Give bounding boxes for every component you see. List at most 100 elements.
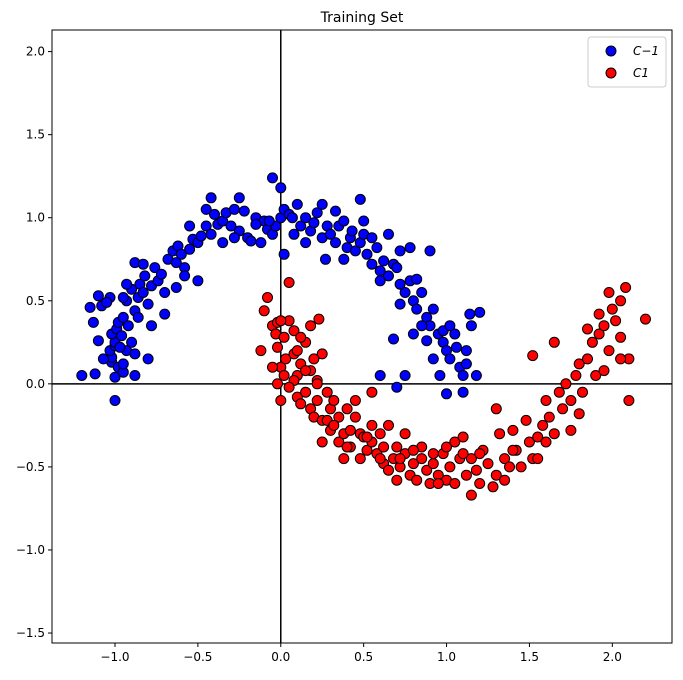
data-point — [474, 448, 486, 460]
data-point — [553, 386, 565, 398]
data-point — [474, 478, 486, 489]
data-point — [366, 258, 378, 270]
data-point — [399, 428, 411, 440]
chart-title: Training Set — [320, 10, 404, 26]
data-point — [598, 320, 610, 332]
data-point — [490, 403, 502, 415]
data-point — [295, 331, 307, 343]
data-point — [407, 444, 419, 456]
y-tick-label: 0.5 — [26, 294, 45, 308]
data-point — [451, 341, 462, 353]
data-point — [325, 228, 336, 240]
data-point — [623, 395, 635, 406]
data-point — [374, 275, 386, 287]
data-point — [217, 237, 229, 249]
data-point — [523, 436, 535, 448]
data-point — [548, 336, 560, 348]
data-point — [358, 215, 370, 227]
data-point — [582, 323, 593, 335]
data-point — [146, 320, 157, 332]
y-axis: −1.5 −1.0 −0.5 0.0 0.5 1.0 1.5 2.0 — [16, 45, 52, 640]
data-point — [159, 308, 171, 320]
data-point — [109, 395, 121, 406]
data-point — [308, 217, 320, 229]
data-point — [507, 444, 519, 456]
data-point — [313, 313, 325, 325]
data-point — [275, 315, 287, 327]
data-points — [76, 172, 651, 501]
data-point — [155, 268, 167, 280]
data-point — [457, 386, 469, 398]
data-point — [391, 262, 403, 274]
data-point — [394, 278, 406, 290]
data-point — [615, 331, 627, 343]
data-point — [457, 370, 469, 381]
data-point — [330, 205, 341, 217]
data-point — [92, 335, 104, 347]
data-point — [383, 464, 394, 476]
data-point — [278, 370, 290, 381]
data-point — [114, 341, 126, 353]
data-point — [142, 353, 154, 365]
data-point — [460, 358, 472, 370]
x-tick-label: −0.5 — [183, 650, 212, 664]
data-point — [288, 325, 300, 337]
data-point — [354, 453, 366, 465]
data-point — [255, 345, 267, 357]
data-point — [366, 386, 378, 398]
data-point — [291, 198, 303, 210]
data-point — [383, 270, 394, 282]
data-point — [349, 245, 361, 257]
data-point — [391, 474, 403, 486]
data-point — [444, 353, 456, 365]
data-point — [321, 386, 333, 398]
data-point — [209, 208, 220, 220]
data-point — [225, 220, 237, 232]
data-point — [374, 453, 386, 465]
data-point — [557, 403, 569, 415]
data-point — [288, 228, 300, 240]
data-point — [374, 428, 386, 440]
data-point — [338, 215, 350, 227]
data-point — [444, 320, 456, 332]
legend-label-c-minus-1: C−1 — [633, 44, 659, 58]
x-tick-label: −1.0 — [100, 650, 129, 664]
data-point — [175, 248, 187, 260]
data-point — [267, 172, 278, 184]
data-point — [195, 230, 207, 242]
data-point — [427, 303, 439, 315]
data-point — [228, 232, 240, 244]
data-point — [465, 489, 477, 501]
data-point — [416, 287, 428, 298]
data-point — [295, 220, 307, 232]
data-point — [76, 370, 88, 381]
data-point — [427, 353, 439, 365]
x-tick-label: 1.5 — [520, 650, 539, 664]
data-point — [192, 275, 204, 287]
data-point — [378, 441, 390, 453]
legend-marker-c-1 — [605, 67, 617, 79]
data-point — [272, 341, 283, 353]
data-point — [416, 453, 428, 465]
y-tick-label: 1.5 — [26, 128, 45, 142]
data-point — [205, 228, 217, 240]
data-point — [129, 370, 141, 381]
y-tick-label: −0.5 — [16, 460, 45, 474]
data-point — [504, 461, 515, 473]
data-point — [434, 370, 446, 381]
data-point — [399, 370, 411, 381]
data-point — [404, 242, 416, 254]
data-point — [560, 378, 572, 390]
data-point — [116, 330, 128, 342]
data-point — [640, 313, 651, 325]
legend: C−1 C1 — [587, 36, 667, 88]
data-point — [470, 464, 482, 476]
data-point — [349, 395, 361, 406]
data-point — [228, 203, 240, 215]
data-point — [272, 378, 283, 390]
data-point — [338, 253, 350, 265]
data-point — [449, 478, 461, 489]
data-point — [316, 436, 328, 448]
x-tick-label: 2.0 — [603, 650, 622, 664]
data-point — [122, 320, 134, 332]
